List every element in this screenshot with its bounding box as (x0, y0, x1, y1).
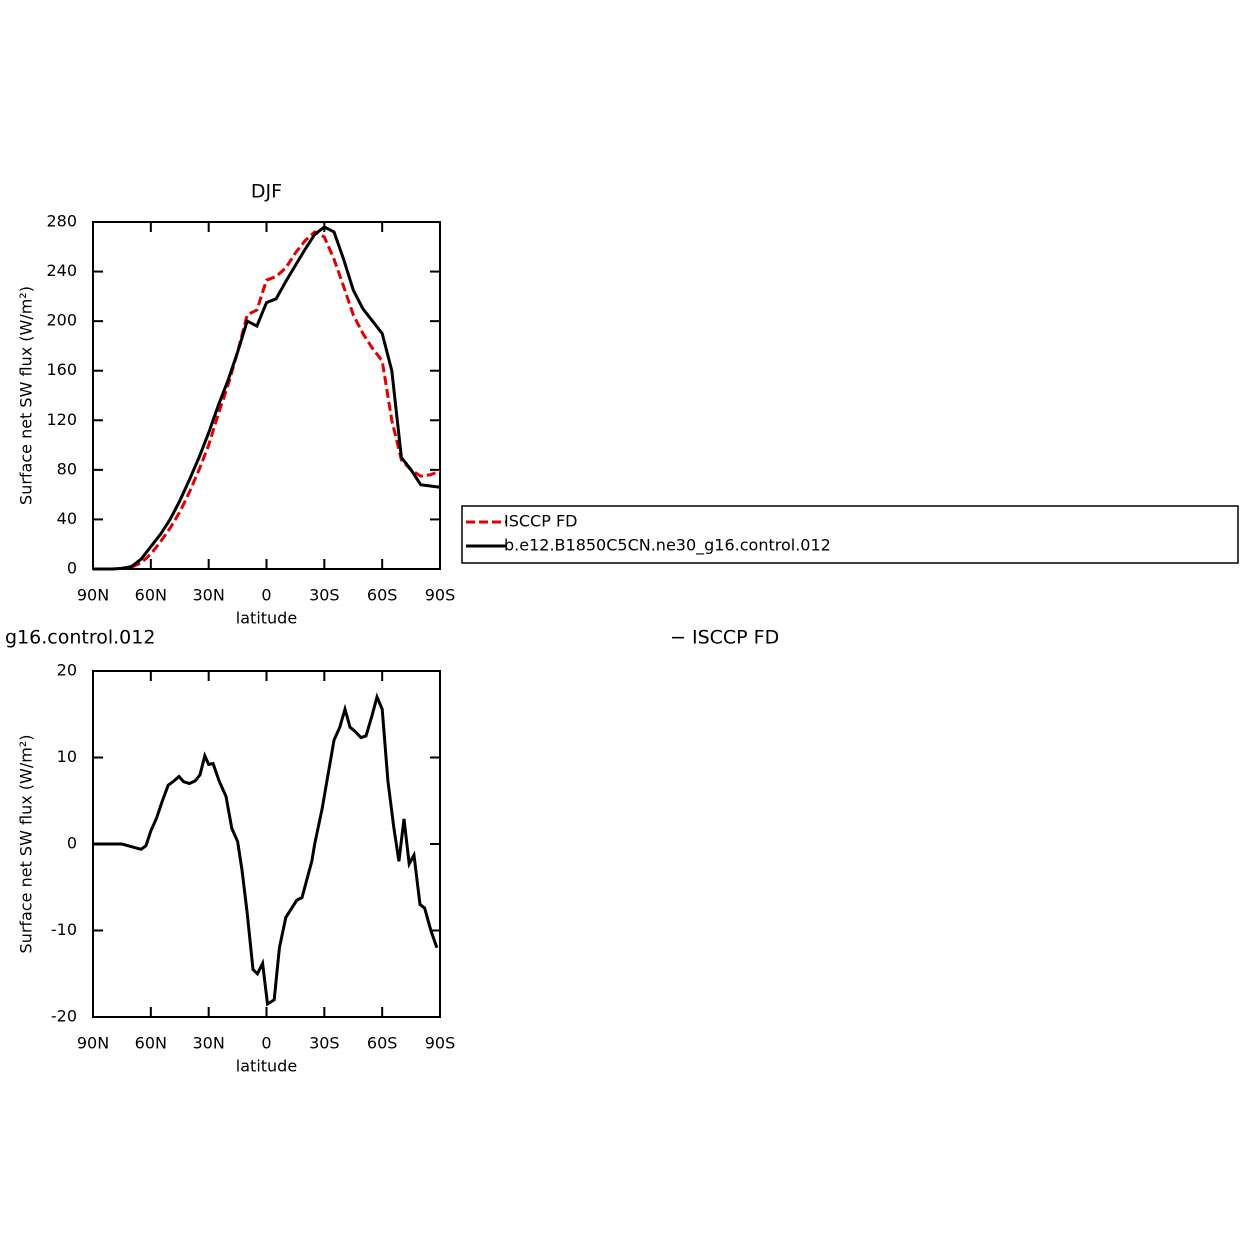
chart-title: DJF (251, 181, 282, 203)
x-tick-label: 30N (193, 1034, 225, 1053)
y-tick-label: 40 (57, 509, 77, 528)
legend-label: b.e12.B1850C5CN.ne30_g16.control.012 (504, 536, 831, 556)
x-tick-label: 0 (261, 586, 271, 605)
x-tick-label: 60S (367, 586, 398, 605)
y-tick-label: 120 (46, 410, 77, 429)
legend-box (461, 505, 1239, 564)
chart-title: − ISCCP FD (670, 627, 779, 649)
y-tick-label: 20 (57, 661, 77, 680)
y-tick-label: 80 (57, 459, 77, 478)
x-tick-label: 60S (367, 1034, 398, 1053)
x-tick-label: 90S (425, 1034, 456, 1053)
y-axis-label: Surface net SW flux (W/m²) (17, 735, 36, 954)
x-tick-label: 60N (135, 586, 167, 605)
x-tick-label: 90N (77, 1034, 109, 1053)
chart-title: g16.control.012 (5, 627, 155, 649)
x-tick-label: 30N (193, 586, 225, 605)
y-tick-label: 160 (46, 360, 77, 379)
y-tick-label: 240 (46, 261, 77, 280)
x-tick-label: 60N (135, 1034, 167, 1053)
y-tick-label: -10 (51, 920, 77, 939)
y-tick-label: 10 (57, 747, 77, 766)
data-line (93, 230, 441, 571)
y-tick-label: 0 (67, 559, 77, 578)
y-axis-label: Surface net SW flux (W/m²) (17, 286, 36, 505)
x-tick-label: 90S (425, 586, 456, 605)
y-tick-label: 200 (46, 311, 77, 330)
x-tick-label: 30S (309, 586, 340, 605)
y-tick-label: 280 (46, 212, 77, 231)
y-tick-label: -20 (51, 1007, 77, 1026)
x-axis-label: latitude (236, 609, 297, 628)
y-tick-label: 0 (67, 834, 77, 853)
data-line (93, 225, 441, 571)
legend-label: ISCCP FD (504, 512, 577, 531)
x-tick-label: 30S (309, 1034, 340, 1053)
x-tick-label: 0 (261, 1034, 271, 1053)
data-line (93, 692, 439, 1007)
x-tick-label: 90N (77, 586, 109, 605)
x-axis-label: latitude (236, 1057, 297, 1076)
